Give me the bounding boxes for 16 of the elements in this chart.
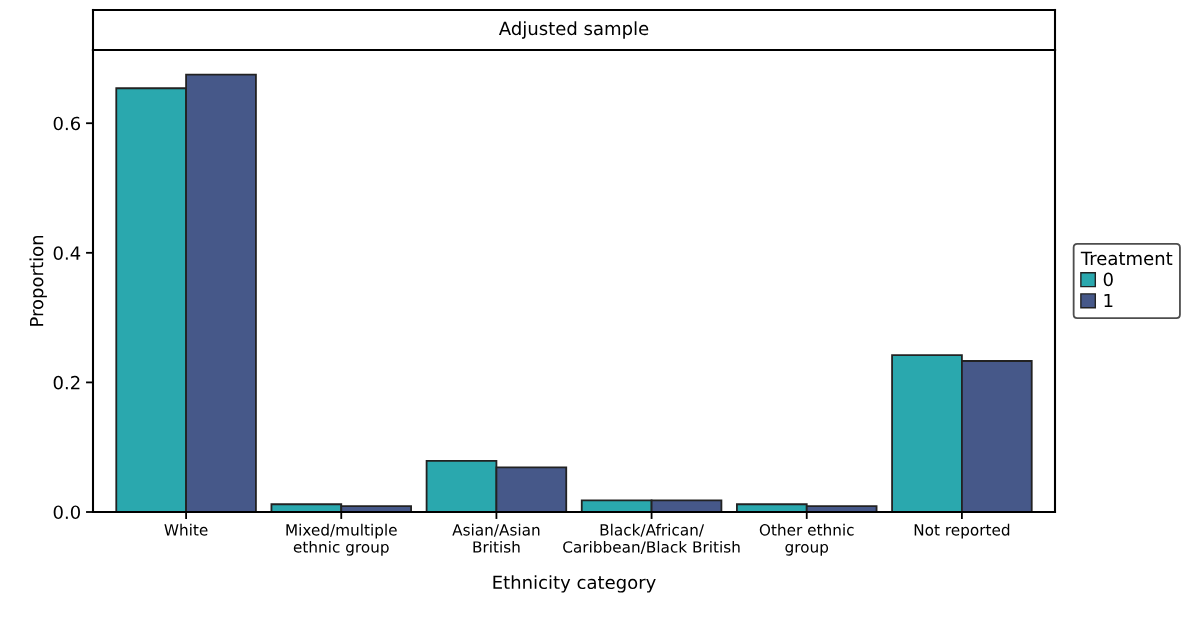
x-tick-label: Not reported (914, 523, 1010, 539)
y-axis-title: Proportion (29, 235, 47, 326)
x-tick-label: Black/African/ Caribbean/Black British (563, 523, 740, 554)
y-tick-label: 0.2 (53, 375, 80, 390)
legend-title: Treatment (1080, 251, 1173, 266)
x-tick-label: White (164, 523, 208, 536)
legend-label: 1 (1104, 293, 1113, 308)
x-tick-label: Mixed/multiple ethnic group (286, 523, 397, 556)
x-tick-label: Asian/Asian British (452, 523, 540, 553)
y-tick-label: 0.0 (53, 505, 80, 520)
x-axis-title: Ethnicity category (493, 575, 656, 593)
y-tick-label: 0.6 (53, 116, 81, 131)
y-tick-label: 0.4 (53, 246, 81, 260)
legend-label: 0 (1103, 272, 1113, 287)
x-tick-label: Other ethnic group (759, 523, 854, 556)
chart-title: Adjusted sample (498, 21, 649, 39)
